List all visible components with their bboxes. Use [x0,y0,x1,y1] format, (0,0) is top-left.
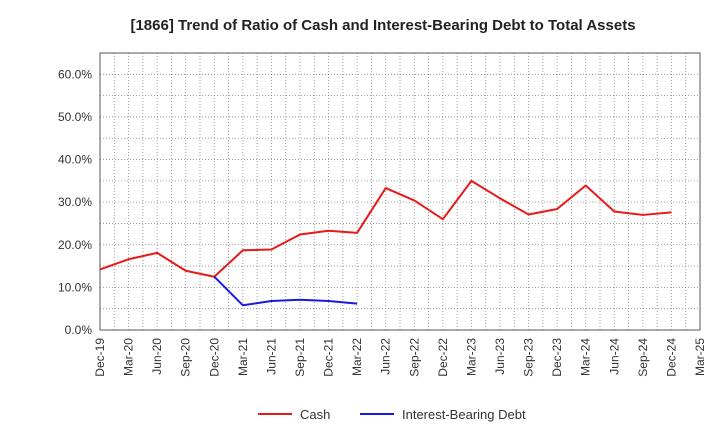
x-tick-label: Mar-23 [464,338,478,376]
legend-label: Interest-Bearing Debt [402,407,526,422]
x-tick-label: Jun-23 [493,338,507,375]
series-line-interest-bearing-debt [213,276,358,307]
x-tick-label: Sep-20 [179,338,193,377]
y-tick-label: 30.0% [58,195,92,209]
x-tick-label: Mar-25 [693,338,707,376]
y-tick-label: 60.0% [58,67,92,81]
x-tick-label: Dec-22 [436,338,450,377]
x-tick-label: Jun-22 [379,338,393,375]
x-tick-label: Mar-24 [579,338,593,376]
x-tick-label: Dec-19 [93,338,107,377]
series-line-cash [99,179,672,278]
x-tick-label: Jun-24 [607,338,621,375]
x-tick-label: Dec-24 [664,338,678,377]
x-tick-label: Jun-21 [264,338,278,375]
legend-item-interest-bearing-debt: Interest-Bearing Debt [360,407,526,422]
plot-border [99,52,701,331]
x-tick-label: Sep-24 [636,338,650,377]
x-tick-label: Mar-20 [122,338,136,376]
y-tick-label: 40.0% [58,153,92,167]
x-tick-label: Dec-21 [322,338,336,377]
y-tick-label: 20.0% [58,238,92,252]
x-tick-label: Mar-22 [350,338,364,376]
series-lines [99,179,672,307]
legend-label: Cash [300,407,330,422]
chart-title: [1866] Trend of Ratio of Cash and Intere… [130,17,635,34]
legend: Cash Interest-Bearing Debt [258,407,526,422]
x-tick-label: Mar-21 [236,338,250,376]
x-tick-label: Sep-23 [522,338,536,377]
x-tick-label: Sep-21 [293,338,307,377]
legend-item-cash: Cash [258,407,330,422]
x-tick-label: Dec-23 [550,338,564,377]
x-tick-label: Jun-20 [150,338,164,375]
plot-area: 0.0% 10.0% 20.0% 30.0% 40.0% 50.0% 60.0% Dec-19… [58,52,707,377]
y-tick-label: 10.0% [58,280,92,294]
y-tick-label: 50.0% [58,110,92,124]
x-tick-label: Sep-22 [407,338,421,377]
y-tick-label: 0.0% [65,323,93,337]
x-tick-label: Dec-20 [207,338,221,377]
